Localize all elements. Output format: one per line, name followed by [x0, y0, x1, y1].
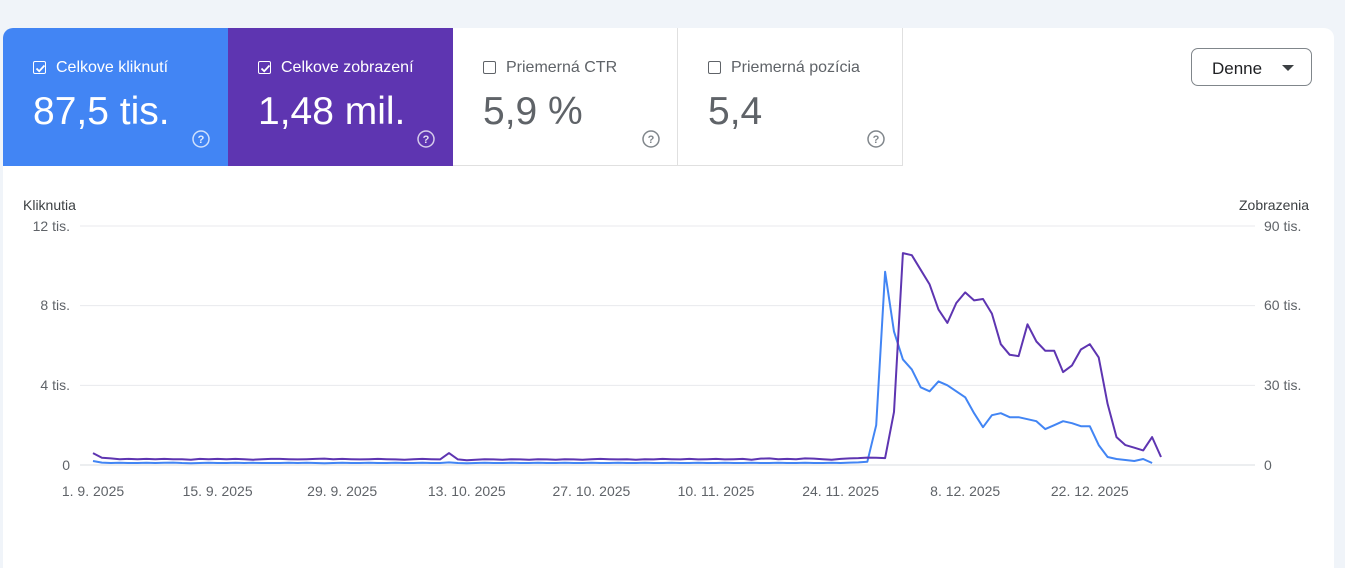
- period-dropdown-label: Denne: [1212, 59, 1263, 78]
- metric-cards: Celkove kliknutí 87,5 tis. ? Celkove zob…: [3, 28, 903, 166]
- x-tick-label: 24. 11. 2025: [802, 483, 879, 499]
- x-tick-label: 10. 11. 2025: [677, 483, 755, 499]
- x-tick-label: 1. 9. 2025: [61, 483, 125, 499]
- x-tick-label: 15. 9. 2025: [182, 483, 253, 499]
- metric-value: 5,9 %: [483, 90, 583, 133]
- left-tick-label: 8 tis.: [40, 297, 70, 313]
- metric-value: 5,4: [708, 90, 763, 133]
- metric-label: Celkove kliknutí: [56, 59, 169, 76]
- help-icon[interactable]: ?: [867, 130, 885, 148]
- series-line: [92, 252, 1162, 462]
- left-tick-label: 0: [62, 457, 70, 473]
- left-tick-label: 4 tis.: [40, 377, 70, 393]
- series-line: [92, 270, 1153, 465]
- right-tick-label: 60 tis.: [1264, 297, 1302, 313]
- right-tick-label: 90 tis.: [1264, 218, 1302, 234]
- help-icon[interactable]: ?: [642, 130, 660, 148]
- x-tick-label: 27. 10. 2025: [552, 483, 631, 499]
- svg-text:?: ?: [198, 134, 205, 146]
- x-tick-label: 8. 12. 2025: [930, 483, 1001, 499]
- x-tick-label: 13. 10. 2025: [427, 483, 506, 499]
- checkbox-checked-icon[interactable]: [33, 61, 46, 74]
- help-icon[interactable]: ?: [417, 130, 435, 148]
- left-axis-title: Kliknutia: [23, 197, 76, 213]
- metric-card-clicks[interactable]: Celkove kliknutí 87,5 tis. ?: [3, 28, 228, 166]
- metric-label: Priemerná pozícia: [731, 59, 860, 76]
- metric-card-position[interactable]: Priemerná pozícia 5,4 ?: [678, 28, 903, 166]
- right-tick-label: 30 tis.: [1264, 377, 1302, 393]
- performance-panel: Celkove kliknutí 87,5 tis. ? Celkove zob…: [3, 28, 1334, 568]
- right-tick-label: 0: [1264, 457, 1272, 473]
- metric-value: 1,48 mil.: [258, 90, 406, 133]
- metric-label: Priemerná CTR: [506, 59, 618, 76]
- right-axis-title: Zobrazenia: [1239, 197, 1310, 213]
- metric-card-ctr[interactable]: Priemerná CTR 5,9 % ?: [453, 28, 678, 166]
- svg-text:?: ?: [423, 134, 430, 146]
- checkbox-unchecked-icon[interactable]: [483, 61, 496, 74]
- metric-label: Celkove zobrazení: [281, 59, 414, 76]
- x-tick-label: 22. 12. 2025: [1050, 483, 1129, 499]
- left-tick-label: 12 tis.: [32, 218, 70, 234]
- dropdown-caret-icon: [1282, 65, 1294, 71]
- svg-text:?: ?: [648, 134, 655, 146]
- period-dropdown[interactable]: Denne: [1191, 48, 1312, 86]
- help-icon[interactable]: ?: [192, 130, 210, 148]
- metric-card-impressions[interactable]: Celkove zobrazení 1,48 mil. ?: [228, 28, 453, 166]
- metric-value: 87,5 tis.: [33, 90, 170, 133]
- checkbox-checked-icon[interactable]: [258, 61, 271, 74]
- svg-text:?: ?: [873, 134, 880, 146]
- x-tick-label: 29. 9. 2025: [307, 483, 378, 499]
- checkbox-unchecked-icon[interactable]: [708, 61, 721, 74]
